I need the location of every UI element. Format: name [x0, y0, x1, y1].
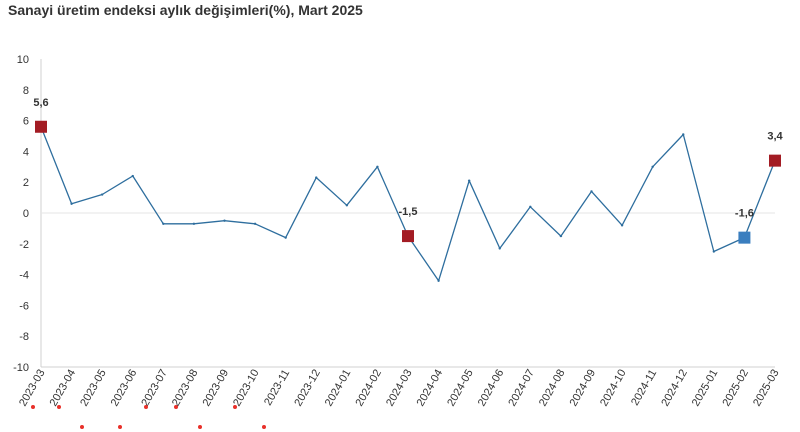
- data-point: [467, 179, 471, 182]
- stray-dot: [174, 405, 178, 409]
- x-tick-label: 2025-02: [720, 368, 751, 409]
- highlight-marker: [35, 120, 47, 133]
- y-tick-label: -10: [13, 362, 29, 374]
- highlight-marker: [402, 230, 414, 243]
- x-tick-label: 2023-10: [231, 368, 262, 409]
- data-point: [70, 202, 73, 205]
- data-point: [284, 236, 287, 239]
- data-point: [437, 279, 440, 282]
- data-point: [682, 133, 685, 136]
- data-point: [253, 222, 257, 225]
- data-point: [223, 219, 226, 222]
- y-tick-label: -8: [19, 331, 29, 343]
- stray-dot: [31, 405, 35, 409]
- x-tick-label: 2023-08: [170, 368, 201, 409]
- stray-dot: [262, 425, 266, 429]
- y-tick-label: -2: [19, 239, 29, 251]
- y-tick-label: 6: [23, 116, 29, 128]
- x-tick-label: 2023-12: [292, 368, 323, 409]
- highlight-marker-layer: [35, 120, 781, 244]
- x-tick-label: 2024-02: [353, 368, 384, 409]
- y-tick-label: 4: [23, 146, 29, 158]
- chart-title: Sanayi üretim endeksi aylık değişimleri(…: [8, 2, 363, 18]
- x-tick-label: 2024-03: [384, 368, 415, 409]
- data-point: [529, 205, 532, 209]
- stray-dot: [233, 405, 237, 409]
- data-label: -1,5: [399, 206, 418, 218]
- data-point: [131, 174, 134, 178]
- data-point: [651, 165, 654, 168]
- x-tick-label: 2024-11: [629, 368, 659, 408]
- data-point: [100, 193, 104, 196]
- stray-dot: [57, 405, 61, 409]
- highlight-marker: [738, 231, 751, 244]
- x-tick-label: 2025-01: [690, 368, 721, 409]
- data-point: [620, 224, 624, 227]
- x-tick-label: 2024-09: [568, 368, 599, 409]
- data-label: -1,6: [735, 208, 754, 220]
- x-tick-label: 2024-01: [323, 368, 354, 409]
- x-tick-label: 2025-03: [751, 368, 782, 409]
- y-tick-label: 2: [23, 177, 29, 189]
- y-tick-label: 10: [17, 54, 29, 66]
- stray-dot: [118, 425, 122, 429]
- x-tick-label: 2023-05: [78, 368, 109, 409]
- series-line-layer: [39, 125, 777, 282]
- stray-dot-layer: [31, 405, 266, 429]
- x-tick-label: 2024-12: [659, 368, 690, 409]
- data-point: [590, 190, 593, 193]
- y-tick-label: 8: [23, 85, 29, 97]
- data-point: [192, 222, 196, 225]
- data-label: 5,6: [33, 97, 48, 109]
- series-line: [40, 126, 776, 282]
- data-point: [712, 250, 716, 253]
- x-tick-label: 2023-07: [139, 368, 170, 409]
- stray-dot: [144, 405, 148, 409]
- x-tick-label: 2024-07: [506, 368, 537, 409]
- x-tick-label: 2024-10: [598, 368, 629, 409]
- stray-dot: [80, 425, 84, 429]
- x-tick-label: 2024-05: [445, 367, 476, 408]
- x-tick-label: 2023-09: [201, 368, 232, 409]
- stray-dot: [198, 425, 202, 429]
- x-tick-label: 2024-08: [537, 368, 568, 409]
- data-point: [345, 204, 349, 207]
- x-tick-label: 2023-06: [109, 368, 140, 409]
- data-point: [162, 222, 165, 225]
- y-tick-label: -4: [19, 270, 29, 282]
- data-point: [559, 234, 563, 238]
- data-point: [498, 247, 501, 250]
- data-label: 3,4: [767, 131, 783, 143]
- x-tick-label: 2024-06: [476, 368, 507, 409]
- x-tick-label: 2023-04: [48, 368, 79, 409]
- y-tick-label: 0: [23, 208, 29, 220]
- y-tick-label: -6: [19, 300, 29, 312]
- data-point: [315, 176, 318, 179]
- highlight-marker: [769, 154, 781, 167]
- x-tick-label: 2024-04: [415, 368, 446, 409]
- data-point: [376, 165, 379, 168]
- data-label-layer: 5,6 -1,5 -1,6 3,4: [33, 97, 783, 220]
- x-tick-label: 2023-11: [262, 368, 292, 408]
